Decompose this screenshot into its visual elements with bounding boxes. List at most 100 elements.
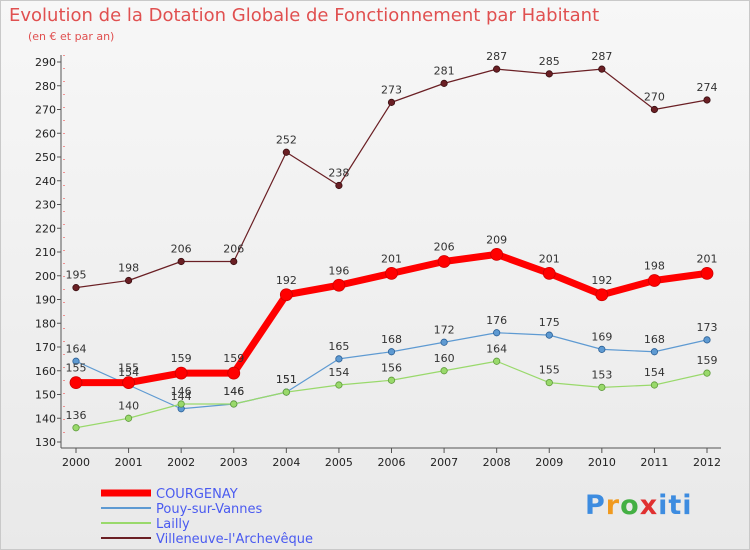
data-point-villeneuve	[650, 105, 659, 114]
data-point-villeneuve	[598, 65, 606, 73]
data-point-lailly	[598, 383, 606, 391]
data-label-pouy: 172	[434, 323, 455, 336]
data-point-lailly	[387, 376, 396, 384]
data-point-pouy	[335, 355, 343, 363]
x-tick-label: 2007	[430, 456, 458, 469]
x-tick-label: 2001	[115, 456, 143, 469]
data-label-villeneuve: 287	[591, 50, 612, 63]
data-label-courgenay: 196	[328, 264, 349, 277]
data-label-pouy: 169	[591, 330, 612, 343]
data-label-villeneuve: 195	[66, 269, 87, 282]
data-point-pouy	[440, 338, 448, 346]
data-point-courgenay	[542, 266, 556, 280]
data-point-pouy	[598, 345, 606, 353]
data-label-pouy: 144	[171, 390, 192, 403]
x-tick-label: 2012	[693, 456, 721, 469]
data-label-pouy: 165	[328, 340, 349, 353]
data-point-villeneuve	[703, 96, 711, 104]
data-label-pouy: 173	[697, 321, 718, 334]
data-label-lailly: 146	[171, 385, 192, 398]
data-point-courgenay	[69, 376, 83, 390]
x-tick-label: 2004	[272, 456, 300, 469]
data-label-villeneuve: 274	[697, 81, 718, 94]
y-tick-label: 130	[35, 436, 56, 449]
x-tick-label: 2008	[483, 456, 511, 469]
data-label-villeneuve: 287	[486, 50, 507, 63]
data-label-courgenay: 206	[434, 241, 455, 254]
data-label-lailly: 146	[223, 385, 244, 398]
data-point-villeneuve	[177, 257, 185, 266]
data-label-villeneuve: 198	[118, 262, 139, 275]
data-point-lailly	[493, 357, 501, 365]
x-tick-label: 2011	[640, 456, 668, 469]
data-point-pouy	[703, 336, 711, 344]
data-point-courgenay	[279, 288, 293, 302]
data-label-courgenay: 159	[171, 352, 192, 365]
data-label-villeneuve: 252	[276, 133, 297, 146]
data-label-villeneuve: 285	[539, 55, 560, 68]
data-point-lailly	[124, 414, 133, 422]
y-tick-label: 170	[35, 341, 56, 354]
data-point-lailly	[177, 400, 185, 408]
data-point-pouy	[493, 329, 501, 337]
data-point-pouy	[387, 348, 396, 356]
data-point-villeneuve	[545, 70, 553, 78]
y-tick-label: 140	[35, 412, 56, 425]
data-label-lailly: 160	[434, 352, 455, 365]
data-label-pouy: 168	[644, 333, 665, 346]
data-label-villeneuve: 238	[328, 167, 349, 180]
y-tick-label: 210	[35, 246, 56, 259]
y-tick-label: 190	[35, 294, 56, 307]
data-label-courgenay: 198	[644, 260, 665, 273]
data-label-lailly: 154	[328, 366, 349, 379]
y-tick-label: 290	[35, 56, 56, 69]
y-tick-label: 230	[35, 199, 56, 212]
data-label-lailly: 156	[381, 361, 402, 374]
data-point-courgenay	[385, 266, 398, 280]
data-label-courgenay: 155	[66, 362, 87, 375]
data-label-pouy: 168	[381, 333, 402, 346]
data-label-lailly: 151	[276, 373, 297, 386]
x-tick-label: 2003	[220, 456, 248, 469]
x-tick-label: 2000	[62, 456, 90, 469]
data-label-villeneuve: 270	[644, 91, 665, 104]
data-label-lailly: 140	[118, 399, 139, 412]
y-tick-label: 280	[35, 80, 56, 93]
data-label-courgenay: 192	[591, 274, 612, 287]
data-label-lailly: 159	[697, 354, 718, 367]
data-label-villeneuve: 281	[434, 64, 455, 77]
y-tick-label: 240	[35, 175, 56, 188]
y-tick-label: 270	[35, 104, 56, 117]
data-point-courgenay	[700, 266, 714, 280]
data-point-villeneuve	[282, 148, 290, 156]
data-point-villeneuve	[72, 284, 80, 292]
data-label-lailly: 154	[644, 366, 665, 379]
data-point-courgenay	[648, 274, 661, 287]
proxiti-logo: Proxiti	[585, 490, 693, 521]
data-point-pouy	[72, 357, 80, 365]
y-tick-label: 260	[35, 127, 56, 140]
data-label-pouy: 164	[66, 342, 87, 355]
data-point-lailly	[650, 381, 659, 389]
data-label-courgenay: 209	[486, 233, 507, 246]
data-point-courgenay	[174, 366, 188, 380]
legend-label-lailly: Lailly	[156, 517, 190, 532]
legend-label-pouy: Pouy-sur-Vannes	[156, 502, 263, 517]
data-point-courgenay	[595, 288, 609, 302]
data-point-villeneuve	[335, 181, 343, 190]
legend-label-courgenay: COURGENAY	[156, 487, 238, 502]
data-label-lailly: 153	[591, 368, 612, 381]
data-point-lailly	[440, 367, 448, 375]
data-label-pouy: 151	[276, 373, 297, 386]
data-label-pouy: 176	[486, 314, 507, 327]
data-point-villeneuve	[124, 276, 133, 285]
data-point-courgenay	[332, 278, 346, 292]
data-label-pouy: 154	[118, 366, 139, 379]
data-label-lailly: 164	[486, 342, 507, 355]
y-tick-label: 220	[35, 222, 56, 235]
data-point-villeneuve	[440, 79, 448, 87]
data-label-villeneuve: 206	[171, 243, 192, 256]
data-label-courgenay: 155	[118, 362, 139, 375]
legend-label-villeneuve: Villeneuve-l'Archevêque	[156, 532, 313, 547]
